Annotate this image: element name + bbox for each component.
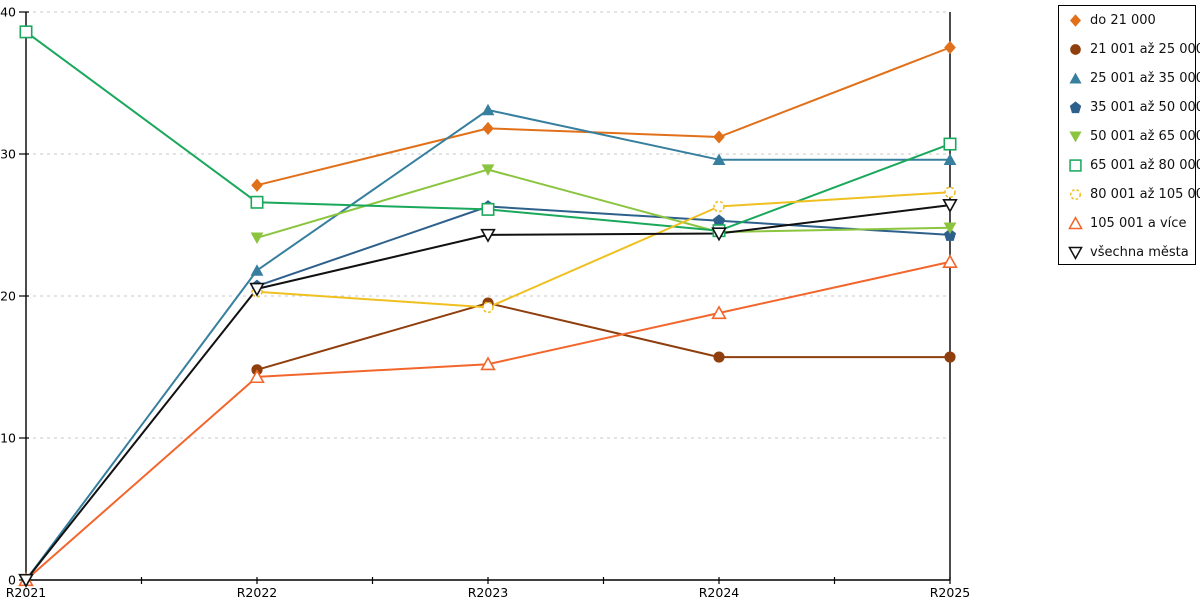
y-tick-label-10: 10 [0, 431, 16, 446]
pentagon-legend-icon [1069, 101, 1082, 114]
legend-label: 65 001 až 80 000 [1090, 158, 1200, 173]
triangle-down-marker-icon [1069, 131, 1082, 143]
x-tick-label-r2025: R2025 [930, 585, 971, 600]
series-line-80-001-a-105-000 [256, 191, 951, 309]
point-80-001-a-105-000-r2023 [482, 301, 494, 314]
open-triangle-down-marker-icon [1068, 246, 1083, 260]
point-v-echna-m-sta-r2024 [711, 227, 727, 242]
point-50-001-a-65-000-r2022 [250, 232, 264, 244]
point-105-001-a-v-ce-r2023 [480, 356, 496, 371]
open-circle-dashed-marker-icon [1069, 188, 1082, 201]
x-tick-label-r2021: R2021 [6, 585, 47, 600]
diamond-marker-icon [1069, 14, 1082, 27]
point-v-echna-m-sta-r2025 [942, 199, 958, 213]
triangle-up-marker-icon [1069, 72, 1082, 84]
legend-label: do 21 000 [1090, 13, 1156, 28]
point-v-echna-m-sta-r2023 [480, 228, 496, 243]
point-25-001-a-35-000-r2024 [712, 153, 726, 165]
point-do-21-000-r2023 [482, 121, 494, 136]
open-triangle-down-legend-icon [1068, 246, 1083, 260]
open-square-legend-icon [1069, 159, 1082, 172]
open-triangle-up-legend-icon [1068, 216, 1083, 230]
point-80-001-a-105-000-r2024 [713, 200, 725, 213]
x-tick-label-r2023: R2023 [468, 585, 509, 600]
point-65-001-a-80-000-r2023 [481, 202, 495, 216]
open-circle-dashed-legend-icon [1069, 188, 1082, 201]
triangle-up-legend-icon [1069, 72, 1082, 84]
point-do-21-000-r2022 [251, 178, 263, 192]
legend-item-35-001-a-50-000: 35 001 až 50 000 [1068, 100, 1200, 115]
legend-item-do-21-000: do 21 000 [1068, 13, 1191, 28]
legend-label: 25 001 až 35 000 [1090, 71, 1200, 86]
series-line-do-21-000 [256, 46, 951, 187]
y-tick-label-20: 20 [0, 289, 16, 304]
series-line-21-001-a-25-000 [256, 302, 950, 371]
diamond-legend-icon [1069, 14, 1082, 27]
point-65-001-a-80-000-r2022 [250, 195, 264, 209]
series-line-25-001-a-35-000 [25, 109, 950, 581]
x-tick-label-r2022: R2022 [237, 585, 278, 600]
point-65-001-a-80-000-r2021 [19, 25, 33, 39]
legend-label: všechna města [1090, 245, 1189, 260]
series-line-v-echna-m-sta [25, 204, 951, 581]
point-21-001-a-25-000-r2024 [713, 351, 725, 363]
y-tick-label-0: 0 [8, 573, 16, 588]
point-do-21-000-r2025 [944, 40, 956, 55]
legend-item-25-001-a-35-000: 25 001 až 35 000 [1068, 71, 1200, 86]
point-21-001-a-25-000-r2025 [944, 351, 956, 363]
open-triangle-up-marker-icon [1068, 216, 1083, 230]
point-35-001-a-50-000-r2025 [944, 228, 956, 241]
point-v-echna-m-sta-r2022 [249, 282, 265, 297]
legend-label: 21 001 až 25 000 [1090, 42, 1200, 57]
point-25-001-a-35-000-r2025 [943, 153, 957, 165]
triangle-down-legend-icon [1069, 131, 1082, 143]
legend-label: 80 001 až 105 000 [1090, 187, 1200, 202]
y-tick-label-40: 40 [0, 5, 16, 20]
point-80-001-a-105-000-r2025 [944, 186, 956, 199]
point-50-001-a-65-000-r2025 [943, 222, 957, 235]
chart-legend: do 21 000 21 001 až 25 000 25 001 až 35 00… [1058, 5, 1200, 265]
legend-item-80-001-a-105-000: 80 001 až 105 000 [1068, 187, 1200, 202]
point-105-001-a-v-ce-r2024 [711, 305, 727, 320]
point-105-001-a-v-ce-r2025 [942, 254, 958, 269]
legend-item-65-001-a-80-000: 65 001 až 80 000 [1068, 158, 1200, 173]
point-35-001-a-50-000-r2024 [713, 214, 725, 227]
circle-marker-icon [1070, 44, 1081, 55]
point-v-echna-m-sta-r2021 [18, 573, 34, 588]
legend-label: 50 001 až 65 000 [1090, 129, 1200, 144]
point-do-21-000-r2024 [713, 130, 725, 144]
point-105-001-a-v-ce-r2022 [249, 369, 265, 384]
open-square-marker-icon [1069, 159, 1082, 172]
legend-item-21-001-a-25-000: 21 001 až 25 000 [1068, 42, 1200, 57]
pentagon-marker-icon [1069, 101, 1082, 114]
series-line-50-001-a-65-000 [256, 168, 951, 239]
point-50-001-a-65-000-r2023 [481, 164, 495, 176]
point-25-001-a-35-000-r2023 [481, 103, 495, 116]
point-65-001-a-80-000-r2025 [943, 137, 957, 151]
legend-item-50-001-a-65-000: 50 001 až 65 000 [1068, 129, 1200, 144]
series-line-35-001-a-50-000 [256, 205, 951, 288]
circle-legend-icon [1070, 44, 1081, 55]
legend-label: 105 001 a více [1090, 216, 1187, 231]
legend-item-105-001-a-v-ce: 105 001 a více [1068, 216, 1191, 231]
legend-item-v-echna-m-sta: všechna města [1068, 245, 1191, 260]
legend-label: 35 001 až 50 000 [1090, 100, 1200, 115]
x-tick-label-r2024: R2024 [699, 585, 740, 600]
point-25-001-a-35-000-r2022 [250, 264, 264, 276]
y-tick-label-30: 30 [0, 147, 16, 162]
